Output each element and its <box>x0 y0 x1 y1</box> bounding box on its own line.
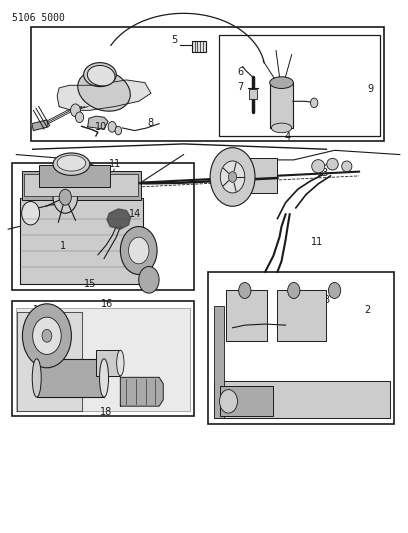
Bar <box>214 381 390 418</box>
Text: 18: 18 <box>100 407 112 417</box>
Circle shape <box>108 122 116 132</box>
Polygon shape <box>57 80 151 110</box>
Ellipse shape <box>84 63 116 86</box>
Text: 5106 5000: 5106 5000 <box>12 13 65 23</box>
Text: 2: 2 <box>364 305 370 315</box>
Ellipse shape <box>78 70 130 111</box>
Ellipse shape <box>100 359 109 397</box>
Text: 10: 10 <box>95 122 107 132</box>
Bar <box>20 198 143 284</box>
Circle shape <box>115 126 122 135</box>
Text: 11: 11 <box>311 237 324 247</box>
Text: 1: 1 <box>60 241 67 251</box>
Circle shape <box>328 282 341 298</box>
Ellipse shape <box>341 161 352 172</box>
Ellipse shape <box>87 66 115 86</box>
Bar <box>277 290 326 341</box>
Ellipse shape <box>53 153 90 175</box>
Text: 5: 5 <box>171 35 177 45</box>
Circle shape <box>33 317 61 354</box>
Text: 17: 17 <box>33 305 45 316</box>
Bar <box>226 290 267 341</box>
Polygon shape <box>120 377 163 406</box>
Bar <box>22 171 141 200</box>
Polygon shape <box>107 209 131 229</box>
Circle shape <box>75 112 84 123</box>
Circle shape <box>22 201 40 225</box>
Circle shape <box>220 161 245 193</box>
Polygon shape <box>17 312 82 411</box>
Ellipse shape <box>117 350 124 376</box>
Circle shape <box>120 227 157 274</box>
Circle shape <box>310 98 318 108</box>
Text: 4: 4 <box>285 132 291 142</box>
Circle shape <box>288 282 300 298</box>
Text: 3: 3 <box>323 295 329 305</box>
Ellipse shape <box>32 359 41 397</box>
Bar <box>24 174 138 196</box>
Bar <box>208 272 394 424</box>
Bar <box>12 301 194 416</box>
Bar <box>16 308 190 411</box>
Circle shape <box>210 148 255 206</box>
Circle shape <box>71 104 80 117</box>
Text: 14: 14 <box>129 209 141 219</box>
Text: 8: 8 <box>148 118 154 128</box>
Text: 11: 11 <box>109 159 122 169</box>
Bar <box>249 89 257 99</box>
Circle shape <box>53 181 78 213</box>
Circle shape <box>59 189 71 205</box>
Circle shape <box>22 304 71 368</box>
Bar <box>37 359 104 397</box>
Circle shape <box>42 329 52 342</box>
Bar <box>96 350 120 376</box>
Bar <box>237 158 277 193</box>
Bar <box>12 163 194 290</box>
Polygon shape <box>88 116 108 129</box>
Bar <box>192 41 206 52</box>
Ellipse shape <box>271 123 292 133</box>
Polygon shape <box>32 120 48 131</box>
Circle shape <box>228 172 237 182</box>
Text: 13: 13 <box>317 168 330 178</box>
Bar <box>214 306 224 418</box>
Circle shape <box>220 390 237 413</box>
Circle shape <box>129 237 149 264</box>
Ellipse shape <box>312 160 325 173</box>
Circle shape <box>239 282 251 298</box>
Text: 15: 15 <box>84 279 96 289</box>
Text: 12: 12 <box>47 166 59 176</box>
Text: 16: 16 <box>101 299 113 309</box>
Text: 7: 7 <box>237 82 244 92</box>
Text: 9: 9 <box>367 84 373 94</box>
Ellipse shape <box>57 155 86 171</box>
Ellipse shape <box>270 77 293 88</box>
Text: 6: 6 <box>237 67 244 77</box>
Ellipse shape <box>327 158 338 170</box>
Bar <box>31 27 384 141</box>
Bar <box>220 386 273 416</box>
Circle shape <box>139 266 159 293</box>
Bar <box>219 35 380 136</box>
Bar <box>270 83 293 128</box>
Bar <box>39 165 110 187</box>
